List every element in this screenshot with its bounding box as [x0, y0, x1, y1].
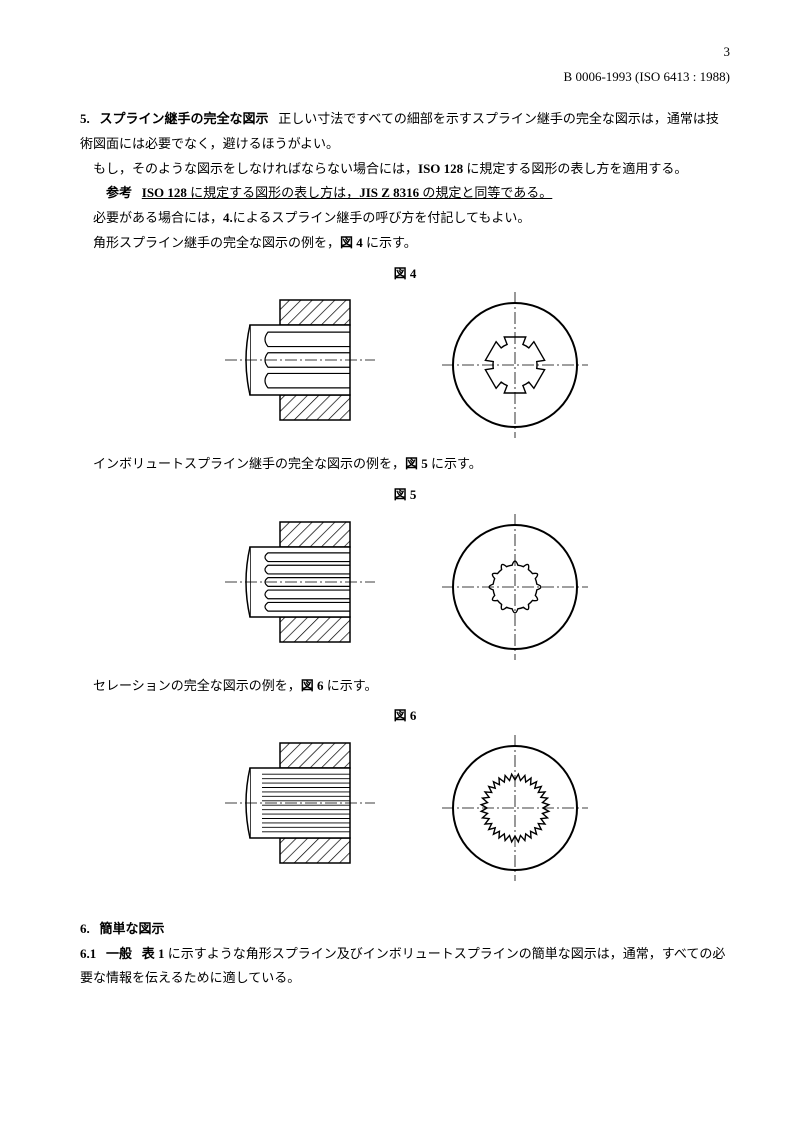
section6-1-title: 一般: [106, 946, 132, 961]
standard-id: B 0006-1993 (ISO 6413 : 1988): [80, 65, 730, 90]
page-number: 3: [80, 40, 730, 65]
ref-jis: JIS Z 8316: [359, 185, 419, 200]
section6-1-number: 6.1: [80, 946, 96, 961]
ref-mid: に規定する図形の表し方は，: [187, 185, 359, 200]
section6-title: 簡単な図示: [100, 921, 165, 936]
para4-prefix: 角形スプライン継手の完全な図示の例を，: [93, 235, 340, 250]
figure6-end-view: [440, 733, 590, 883]
para5-fig: 図 5: [405, 456, 428, 471]
ref-label: 参考: [106, 185, 132, 200]
section6-1-ref: 表 1: [142, 946, 165, 961]
section5-para2-prefix: もし，そのような図示をしなければならない場合には，: [93, 161, 418, 176]
ref-end: の規定と同等である。: [419, 185, 552, 200]
para6-fig: 図 6: [301, 678, 324, 693]
document-page: 3 B 0006-1993 (ISO 6413 : 1988) 5. スプライン…: [0, 0, 800, 1138]
section5-para3: 必要がある場合には，4.によるスプライン継手の呼び方を付記してもよい。: [80, 206, 730, 231]
para5-suffix: に示す。: [428, 456, 482, 471]
section5-para4: 角形スプライン継手の完全な図示の例を，図 4 に示す。: [80, 231, 730, 256]
section6-1: 6.1 一般 表 1 に示すような角形スプライン及びインボリュートスプラインの簡…: [80, 942, 730, 991]
figure5: [80, 512, 730, 662]
figure6-label: 図 6: [80, 704, 730, 729]
section5-number: 5.: [80, 111, 90, 126]
section5-para5: インボリュートスプライン継手の完全な図示の例を，図 5 に示す。: [80, 452, 730, 477]
figure5-side-view: [220, 512, 380, 652]
para6-suffix: に示す。: [324, 678, 378, 693]
reference-note: 参考 ISO 128 に規定する図形の表し方は，JIS Z 8316 の規定と同…: [80, 181, 730, 206]
section5-heading-line: 5. スプライン継手の完全な図示 正しい寸法ですべての細部を示すスプライン継手の…: [80, 107, 730, 156]
para3-bold: 4.: [223, 210, 233, 225]
ref-iso128: ISO 128: [142, 185, 187, 200]
section5-para6: セレーションの完全な図示の例を，図 6 に示す。: [80, 674, 730, 699]
section5-para2-iso: ISO 128: [418, 161, 463, 176]
figure4-label: 図 4: [80, 262, 730, 287]
figure4: [80, 290, 730, 440]
para3-prefix: 必要がある場合には，: [93, 210, 223, 225]
section5-para2: もし，そのような図示をしなければならない場合には，ISO 128 に規定する図形…: [80, 157, 730, 182]
para6-prefix: セレーションの完全な図示の例を，: [93, 678, 301, 693]
section6-number: 6.: [80, 921, 90, 936]
para4-suffix: に示す。: [363, 235, 417, 250]
section6-heading: 6. 簡単な図示: [80, 917, 730, 942]
figure4-end-view: [440, 290, 590, 440]
figure5-end-view: [440, 512, 590, 662]
figure6-side-view: [220, 733, 380, 873]
para5-prefix: インボリュートスプライン継手の完全な図示の例を，: [93, 456, 405, 471]
section6-1-text: に示すような角形スプライン及びインボリュートスプラインの簡単な図示は，通常，すべ…: [80, 946, 725, 986]
section5-title: スプライン継手の完全な図示: [100, 111, 269, 126]
figure5-label: 図 5: [80, 483, 730, 508]
para4-fig: 図 4: [340, 235, 363, 250]
figure4-side-view: [220, 290, 380, 430]
para3-suffix: によるスプライン継手の呼び方を付記してもよい。: [233, 210, 531, 225]
section5-para2-suffix: に規定する図形の表し方を適用する。: [463, 161, 687, 176]
figure6: [80, 733, 730, 883]
